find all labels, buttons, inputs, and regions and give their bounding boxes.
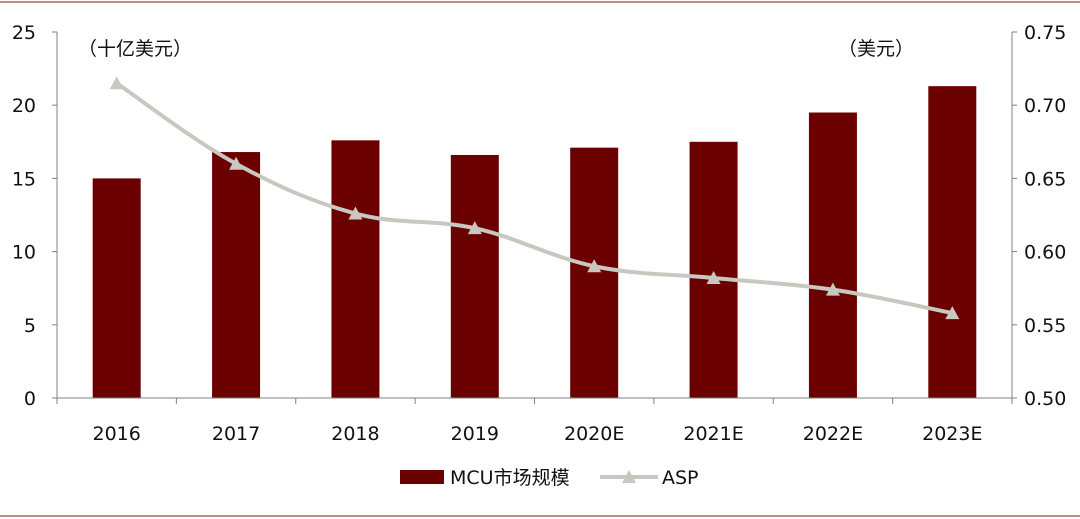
legend-bar-swatch bbox=[400, 470, 444, 484]
right-tick-label: 0.50 bbox=[1024, 388, 1066, 410]
legend-line-marker bbox=[622, 470, 636, 483]
bar-2019 bbox=[450, 154, 499, 398]
bar-2022E bbox=[808, 112, 857, 399]
legend-bar-label: MCU市场规模 bbox=[450, 467, 570, 489]
bar-2023E bbox=[928, 86, 977, 398]
left-tick-label: 25 bbox=[12, 22, 36, 44]
legend-line-label: ASP bbox=[662, 467, 699, 489]
left-tick-label: 20 bbox=[12, 95, 36, 117]
x-tick-label-2016: 2016 bbox=[93, 423, 141, 445]
right-tick-label: 0.70 bbox=[1024, 95, 1066, 117]
x-tick-label-2020E: 2020E bbox=[564, 423, 624, 445]
asp-point-2021E bbox=[706, 270, 721, 284]
left-tick-label: 15 bbox=[12, 168, 36, 190]
right-tick-label: 0.65 bbox=[1024, 168, 1066, 190]
bar-2016 bbox=[92, 178, 141, 398]
right-tick-label: 0.55 bbox=[1024, 315, 1066, 337]
asp-point-2023E bbox=[945, 306, 960, 320]
x-tick-label-2022E: 2022E bbox=[803, 423, 863, 445]
asp-point-2019 bbox=[467, 221, 482, 235]
axes-group bbox=[52, 31, 1017, 404]
bar-2018 bbox=[331, 140, 380, 398]
tick-labels-group: 0 5 10 15 20 25 0.50 0.55 0.60 0.65 0.70 0.75 2016 20… bbox=[12, 22, 1067, 445]
left-axis-unit-label: （十亿美元） bbox=[78, 38, 192, 60]
legend: MCU市场规模 ASP bbox=[400, 467, 699, 489]
asp-point-2020E bbox=[587, 259, 602, 273]
bar-2021E bbox=[689, 141, 738, 399]
x-tick-label-2021E: 2021E bbox=[683, 423, 743, 445]
bar-2020E bbox=[570, 147, 619, 398]
right-tick-label: 0.75 bbox=[1024, 22, 1066, 44]
left-tick-label: 0 bbox=[24, 388, 36, 410]
x-tick-label-2019: 2019 bbox=[451, 423, 499, 445]
asp-point-2017 bbox=[229, 156, 244, 170]
asp-point-2022E bbox=[825, 282, 840, 296]
x-tick-label-2017: 2017 bbox=[212, 423, 260, 445]
left-tick-label: 5 bbox=[24, 315, 36, 337]
x-tick-label-2018: 2018 bbox=[331, 423, 379, 445]
left-tick-label: 10 bbox=[12, 242, 36, 264]
asp-point-2016 bbox=[109, 76, 124, 90]
bar-series-group bbox=[92, 86, 977, 399]
bar-2017 bbox=[212, 152, 261, 398]
right-axis-unit-label: （美元） bbox=[838, 38, 914, 60]
x-tick-label-2023E: 2023E bbox=[922, 423, 982, 445]
right-tick-label: 0.60 bbox=[1024, 242, 1066, 264]
asp-line-group bbox=[109, 76, 960, 320]
asp-point-2018 bbox=[348, 206, 363, 220]
